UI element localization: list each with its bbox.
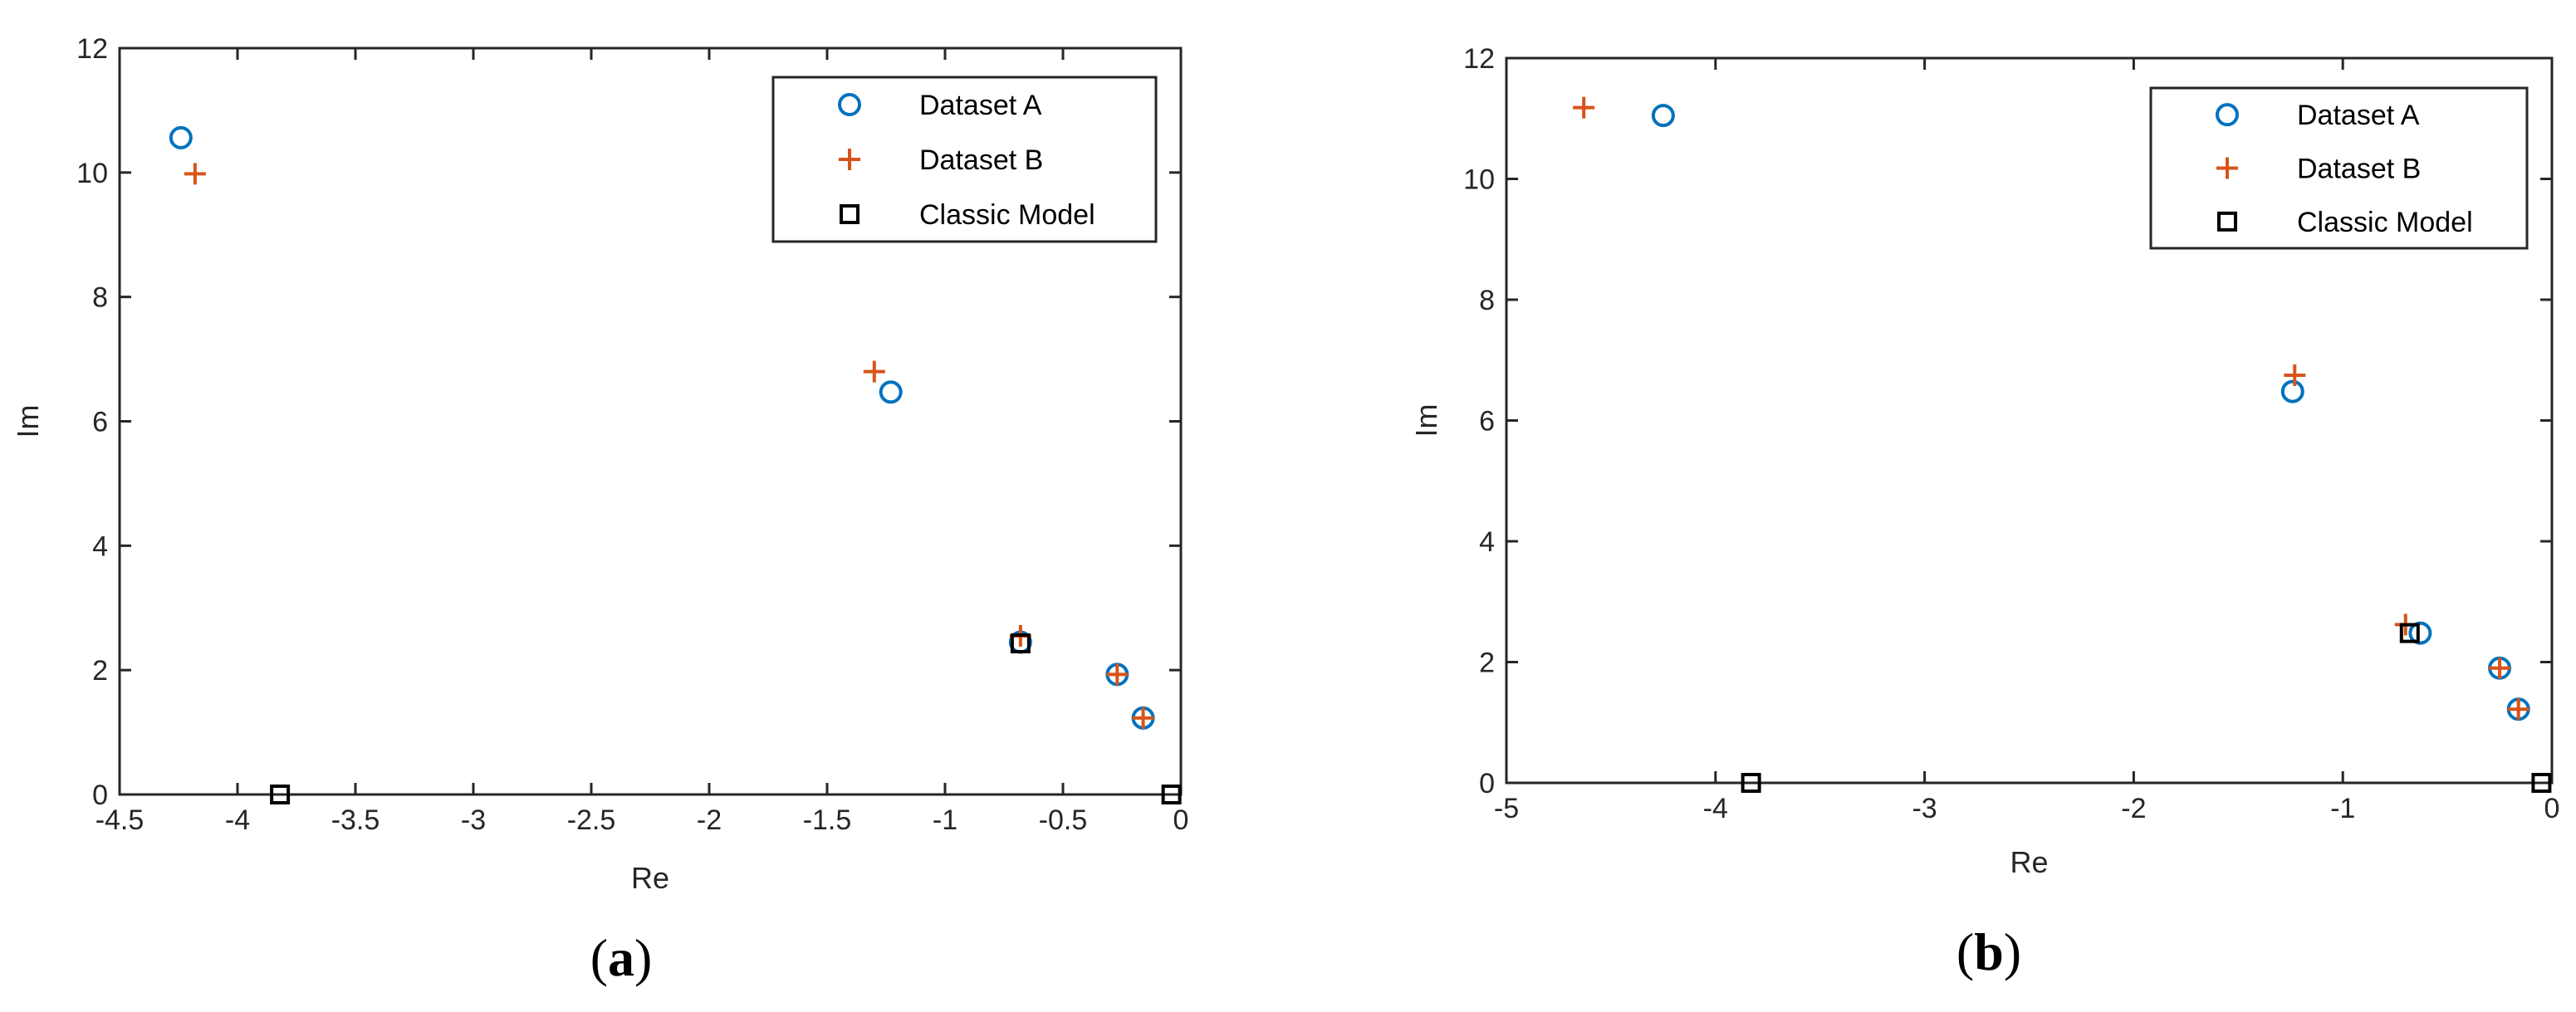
data-point-circle — [2408, 621, 2432, 645]
x-tick-label: -1 — [2330, 793, 2355, 824]
y-tick-label: 8 — [92, 282, 108, 314]
y-tick-label: 2 — [92, 655, 108, 687]
y-tick-label: 0 — [92, 780, 108, 811]
data-point-plus — [2284, 364, 2306, 386]
x-tick-label: 0 — [2544, 793, 2560, 824]
series-plus — [1573, 96, 2529, 721]
y-tick-label: 12 — [76, 33, 108, 65]
y-tick-label: 12 — [1463, 43, 1495, 75]
chart-a: -4.5 -4 -3.5 -3 -2.5 -2 -1.5 -1 -0.5 0 0 2 4 6 8 10 12 Re… — [11, 33, 1188, 987]
legend: Dataset A Dataset B Classic Model — [2149, 86, 2529, 250]
y-tick-label: 10 — [76, 158, 108, 189]
legend-entry-label: Classic Model — [2297, 207, 2473, 238]
y-tick-label: 2 — [1479, 648, 1495, 679]
legend-entry-label: Dataset B — [919, 144, 1043, 176]
legend-entry-label: Classic Model — [919, 199, 1095, 231]
x-tick-label: -2.5 — [567, 804, 616, 836]
x-tick-label: -1.5 — [803, 804, 852, 836]
data-point-square — [2399, 623, 2420, 643]
data-point-plus — [863, 360, 885, 383]
x-tick-label: -5 — [1494, 793, 1519, 824]
legend-entry-label: Dataset A — [2297, 100, 2420, 131]
data-point-circle — [879, 380, 903, 404]
y-tick-label: 4 — [92, 530, 108, 562]
caption-letter: b — [1974, 922, 2004, 981]
x-tick-label: -2 — [2121, 793, 2146, 824]
data-point-square — [1161, 785, 1182, 804]
x-tick-label: -4.5 — [95, 804, 144, 836]
legend-marker-square — [2217, 211, 2237, 232]
data-point-plus — [184, 163, 206, 185]
x-tick-label: -3 — [1912, 793, 1937, 824]
caption-letter: a — [608, 928, 634, 987]
x-tick-label: -0.5 — [1039, 804, 1088, 836]
legend-marker-circle — [2216, 103, 2239, 127]
x-tick-label: -3.5 — [331, 804, 380, 836]
figure-caption: (a) — [590, 928, 653, 987]
data-point-square — [1741, 773, 1761, 793]
y-tick-label: 4 — [1479, 526, 1495, 558]
x-tick-label: 0 — [1173, 804, 1189, 836]
legend-entry-label: Dataset A — [919, 90, 1042, 121]
data-point-plus — [2507, 698, 2529, 721]
data-point-plus — [1573, 96, 1595, 119]
y-tick-label: 8 — [1479, 285, 1495, 316]
legend-box — [771, 76, 1158, 243]
series-plus — [184, 163, 1154, 729]
legend-entry-label: Dataset B — [2297, 154, 2421, 185]
x-tick-label: -4 — [1703, 793, 1728, 824]
y-axis-label: Im — [1409, 404, 1443, 438]
series-square — [270, 633, 1182, 804]
caption-open-paren: ( — [1956, 922, 1974, 981]
y-axis-label: Im — [11, 405, 45, 438]
legend-marker-square — [840, 204, 859, 224]
data-point-plus — [1106, 663, 1129, 686]
legend-box — [2149, 86, 2529, 250]
legend: Dataset A Dataset B Classic Model — [771, 76, 1158, 243]
figure-caption: (b) — [1956, 922, 2021, 981]
data-point-square — [2531, 773, 2552, 793]
legend-marker-plus — [839, 149, 860, 170]
legend-marker-circle — [838, 93, 861, 116]
data-point-plus — [1132, 706, 1154, 729]
x-tick-label: -4 — [225, 804, 250, 836]
y-tick-label: 6 — [1479, 406, 1495, 438]
data-point-square — [270, 785, 291, 804]
x-axis-label: Re — [2010, 845, 2048, 879]
y-tick-label: 10 — [1463, 164, 1495, 196]
x-axis-label: Re — [631, 861, 669, 895]
y-tick-label: 6 — [92, 407, 108, 438]
data-point-square — [1010, 633, 1031, 653]
caption-close-paren: ) — [634, 928, 652, 987]
data-point-circle — [1651, 104, 1675, 128]
x-tick-label: -1 — [933, 804, 957, 836]
x-tick-label: -3 — [461, 804, 486, 836]
series-square — [1741, 623, 2552, 793]
data-point-circle — [2280, 379, 2304, 403]
caption-open-paren: ( — [590, 928, 608, 987]
legend-marker-plus — [2216, 157, 2238, 179]
caption-close-paren: ) — [2004, 922, 2021, 981]
data-point-circle — [169, 125, 193, 149]
y-tick-label: 0 — [1479, 768, 1495, 799]
x-tick-label: -2 — [697, 804, 722, 836]
data-point-plus — [2489, 657, 2511, 679]
